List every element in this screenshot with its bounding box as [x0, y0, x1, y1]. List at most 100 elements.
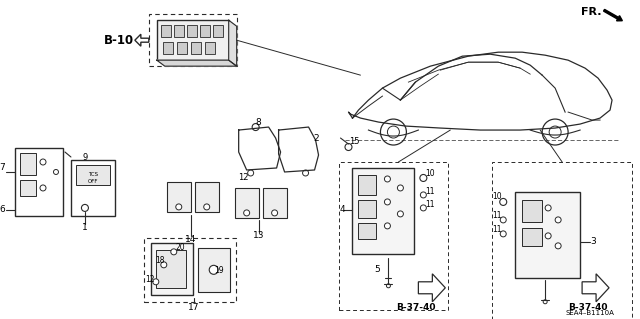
Bar	[353, 168, 414, 254]
Text: 12: 12	[239, 174, 249, 182]
Circle shape	[271, 210, 278, 216]
Text: B-37-40: B-37-40	[568, 303, 608, 312]
Circle shape	[545, 205, 551, 211]
Circle shape	[500, 231, 506, 237]
Bar	[167, 182, 191, 212]
Circle shape	[176, 204, 182, 210]
Polygon shape	[157, 60, 237, 66]
Circle shape	[248, 170, 253, 176]
Text: FR.: FR.	[581, 7, 602, 17]
Text: 12: 12	[145, 275, 155, 284]
Circle shape	[244, 210, 250, 216]
Circle shape	[549, 126, 561, 138]
Text: B-37-40: B-37-40	[396, 303, 435, 312]
Circle shape	[380, 119, 406, 145]
Circle shape	[555, 243, 561, 249]
Text: 3: 3	[590, 237, 596, 246]
Text: 13: 13	[253, 231, 264, 241]
Bar	[157, 20, 228, 60]
Circle shape	[204, 204, 210, 210]
Text: 6: 6	[0, 205, 5, 214]
Circle shape	[500, 198, 507, 205]
Bar	[71, 160, 115, 216]
Text: 11: 11	[493, 226, 502, 234]
Circle shape	[500, 217, 506, 223]
Circle shape	[171, 249, 177, 255]
Circle shape	[543, 300, 547, 304]
Circle shape	[153, 279, 159, 285]
Text: 11: 11	[426, 188, 435, 197]
Bar	[187, 25, 196, 37]
Circle shape	[397, 211, 403, 217]
Bar	[492, 162, 632, 319]
Circle shape	[40, 185, 46, 191]
Circle shape	[40, 159, 46, 165]
Bar	[198, 248, 230, 292]
Text: 2: 2	[314, 134, 319, 143]
Bar	[522, 200, 542, 222]
Text: 10: 10	[492, 192, 502, 201]
Circle shape	[420, 174, 427, 182]
Circle shape	[397, 185, 403, 191]
Bar	[177, 42, 187, 54]
Bar	[358, 200, 376, 218]
Polygon shape	[419, 274, 445, 302]
Bar	[339, 162, 449, 310]
Circle shape	[545, 233, 551, 239]
Bar	[20, 153, 36, 175]
Bar	[200, 25, 210, 37]
Bar	[144, 238, 236, 302]
Circle shape	[54, 169, 58, 174]
Circle shape	[385, 199, 390, 205]
Bar	[205, 42, 214, 54]
Text: 20: 20	[176, 243, 186, 252]
Text: 17: 17	[188, 303, 200, 312]
Circle shape	[303, 170, 308, 176]
Bar	[151, 243, 193, 295]
Text: B-10: B-10	[104, 34, 134, 47]
Bar	[174, 25, 184, 37]
Bar	[163, 42, 173, 54]
Text: 8: 8	[256, 118, 262, 127]
Circle shape	[252, 123, 259, 130]
Circle shape	[387, 284, 390, 288]
Polygon shape	[228, 20, 237, 66]
Bar	[515, 192, 580, 278]
Bar	[262, 188, 287, 218]
Text: 19: 19	[214, 266, 223, 275]
Bar	[191, 42, 201, 54]
Text: 11: 11	[493, 211, 502, 220]
Bar	[15, 148, 63, 216]
Text: SEA4–B1110A: SEA4–B1110A	[565, 310, 614, 316]
Circle shape	[420, 205, 426, 211]
Text: OFF: OFF	[88, 180, 98, 184]
Bar	[235, 188, 259, 218]
Bar	[149, 14, 237, 66]
FancyArrow shape	[604, 9, 622, 21]
Circle shape	[385, 223, 390, 229]
Circle shape	[555, 217, 561, 223]
Text: 1: 1	[82, 223, 88, 232]
Circle shape	[542, 119, 568, 145]
Bar	[522, 228, 542, 246]
Text: 9: 9	[83, 152, 88, 161]
Text: 15: 15	[349, 137, 360, 145]
Text: TCS: TCS	[88, 173, 98, 177]
Text: 4: 4	[340, 205, 346, 214]
Bar	[358, 175, 376, 195]
Text: 7: 7	[0, 163, 5, 173]
Bar	[212, 25, 223, 37]
Polygon shape	[135, 34, 149, 46]
Bar	[161, 25, 171, 37]
Text: 18: 18	[155, 256, 164, 265]
Polygon shape	[582, 274, 609, 302]
Bar	[195, 182, 219, 212]
Circle shape	[209, 265, 218, 274]
Text: 11: 11	[426, 200, 435, 210]
Text: 10: 10	[426, 169, 435, 178]
Circle shape	[81, 204, 88, 211]
Bar	[156, 250, 186, 288]
Text: 14: 14	[185, 235, 196, 244]
Bar	[76, 165, 110, 185]
Bar	[20, 180, 36, 196]
